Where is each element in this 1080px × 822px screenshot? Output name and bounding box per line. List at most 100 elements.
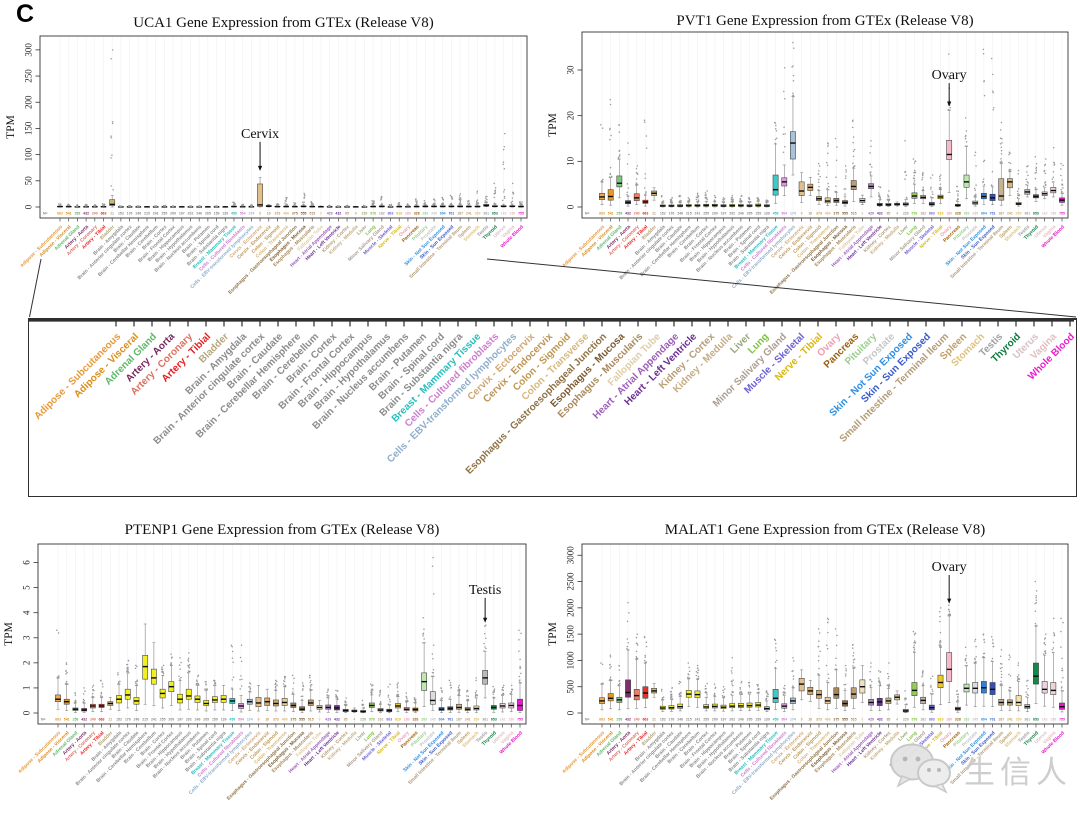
svg-text:0: 0 [566, 204, 576, 209]
svg-text:663: 663 [599, 212, 605, 216]
svg-text:9: 9 [320, 212, 322, 216]
svg-text:246: 246 [134, 718, 140, 722]
svg-text:200: 200 [24, 95, 34, 109]
svg-text:85: 85 [345, 212, 349, 216]
svg-text:653: 653 [491, 718, 497, 722]
svg-text:215: 215 [142, 718, 148, 722]
svg-text:578: 578 [912, 718, 918, 722]
svg-text:9: 9 [258, 718, 260, 722]
svg-text:432: 432 [877, 212, 883, 216]
svg-text:10: 10 [808, 212, 812, 216]
svg-text:0: 0 [22, 710, 32, 715]
svg-text:202: 202 [188, 212, 194, 216]
svg-text:5: 5 [22, 585, 32, 590]
svg-text:21: 21 [652, 212, 656, 216]
svg-text:197: 197 [721, 212, 727, 216]
svg-text:176: 176 [127, 212, 133, 216]
svg-text:429: 429 [327, 212, 333, 216]
svg-text:159: 159 [214, 212, 220, 216]
svg-text:459: 459 [773, 718, 779, 722]
y-axis-label: TPM [5, 115, 17, 139]
svg-text:162: 162 [920, 212, 926, 216]
svg-text:246: 246 [195, 718, 201, 722]
svg-text:159: 159 [755, 718, 761, 722]
sample-size-prefix: N= [585, 718, 590, 722]
svg-text:504: 504 [781, 212, 787, 216]
svg-text:1500: 1500 [566, 625, 576, 644]
svg-text:197: 197 [177, 718, 183, 722]
svg-text:515: 515 [851, 718, 857, 722]
svg-text:258: 258 [616, 212, 622, 216]
svg-text:541: 541 [64, 718, 70, 722]
svg-text:578: 578 [369, 718, 375, 722]
svg-text:578: 578 [370, 212, 376, 216]
svg-text:21: 21 [108, 718, 112, 722]
svg-text:429: 429 [868, 718, 874, 722]
svg-text:803: 803 [386, 718, 392, 722]
svg-text:283: 283 [964, 718, 970, 722]
svg-text:328: 328 [414, 212, 420, 216]
svg-text:663: 663 [99, 718, 105, 722]
svg-text:176: 176 [125, 718, 131, 722]
svg-text:100: 100 [24, 147, 34, 161]
svg-text:241: 241 [466, 212, 472, 216]
svg-text:373: 373 [273, 718, 279, 722]
svg-text:174: 174 [790, 718, 796, 722]
svg-text:3: 3 [22, 635, 32, 640]
svg-text:663: 663 [57, 212, 63, 216]
svg-text:500: 500 [566, 679, 576, 693]
svg-text:555: 555 [301, 212, 307, 216]
svg-text:258: 258 [616, 718, 622, 722]
svg-text:156: 156 [1050, 718, 1056, 722]
svg-text:604: 604 [439, 718, 445, 722]
svg-text:10: 10 [265, 718, 269, 722]
svg-text:9: 9 [861, 212, 863, 216]
tissue-label-zoom-panel: Adipose - Subcutaneous Adipose - Visceral… [28, 318, 1077, 497]
svg-text:9: 9 [259, 212, 261, 216]
svg-text:701: 701 [447, 718, 453, 722]
svg-text:139: 139 [764, 718, 770, 722]
svg-text:9: 9 [801, 718, 803, 722]
svg-text:245: 245 [972, 212, 978, 216]
svg-text:3000: 3000 [566, 546, 576, 565]
svg-text:2000: 2000 [566, 598, 576, 617]
ptenp1-chart-title: PTENP1 Gene Expression from GTEx (Releas… [125, 522, 440, 538]
svg-text:152: 152 [118, 212, 124, 216]
svg-text:373: 373 [816, 718, 822, 722]
svg-text:215: 215 [686, 718, 692, 722]
svg-text:432: 432 [81, 718, 87, 722]
svg-text:328: 328 [955, 212, 961, 216]
y-axis-label: TPM [3, 622, 15, 646]
svg-text:9: 9 [319, 718, 321, 722]
svg-text:180: 180 [946, 718, 952, 722]
svg-text:142: 142 [501, 212, 507, 216]
svg-text:246: 246 [738, 212, 744, 216]
svg-text:361: 361 [1024, 212, 1030, 216]
ptenp1-expression-chart: PTENP1 Gene Expression from GTEx (Releas… [3, 522, 527, 802]
svg-text:215: 215 [144, 212, 150, 216]
svg-text:619: 619 [395, 718, 401, 722]
svg-text:459: 459 [229, 718, 235, 722]
sample-size-prefix: N= [43, 212, 48, 216]
svg-text:240: 240 [634, 718, 640, 722]
svg-text:209: 209 [712, 718, 718, 722]
svg-text:241: 241 [695, 212, 701, 216]
svg-text:361: 361 [482, 718, 488, 722]
svg-text:187: 187 [457, 212, 463, 216]
svg-text:205: 205 [747, 212, 753, 216]
svg-text:246: 246 [196, 212, 202, 216]
svg-text:226: 226 [360, 718, 366, 722]
svg-text:174: 174 [790, 212, 796, 216]
svg-text:202: 202 [186, 718, 192, 722]
svg-text:139: 139 [222, 212, 228, 216]
svg-text:406: 406 [825, 718, 831, 722]
svg-text:187: 187 [456, 718, 462, 722]
svg-text:10: 10 [566, 156, 576, 166]
pvt1-chart-title: PVT1 Gene Expression from GTEx (Release … [676, 13, 973, 29]
svg-text:197: 197 [179, 212, 185, 216]
